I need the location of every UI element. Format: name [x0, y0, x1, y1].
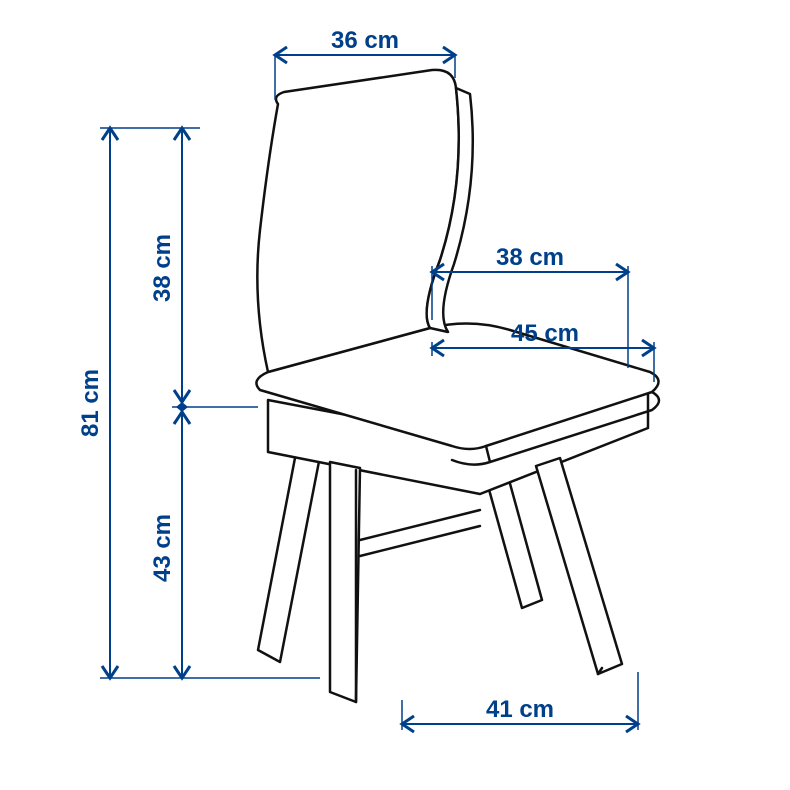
chair-leg-rear-left: [258, 432, 322, 662]
label-base-depth: 41 cm: [486, 696, 554, 723]
label-top-width: 36 cm: [331, 27, 399, 54]
chair-leg-front-right: [536, 458, 622, 674]
label-total-height: 81 cm: [77, 369, 104, 437]
label-back-height: 38 cm: [149, 234, 176, 302]
chair-strut: [360, 510, 480, 556]
label-seat-width: 45 cm: [511, 320, 579, 347]
label-seat-depth: 38 cm: [496, 244, 564, 271]
split-markers: [176, 402, 188, 412]
chair-drawing: [256, 70, 659, 702]
label-leg-height: 43 cm: [149, 514, 176, 582]
dimension-diagram: 36 cm 38 cm 45 cm 41 cm 38 cm 43 cm 81 c…: [0, 0, 790, 790]
